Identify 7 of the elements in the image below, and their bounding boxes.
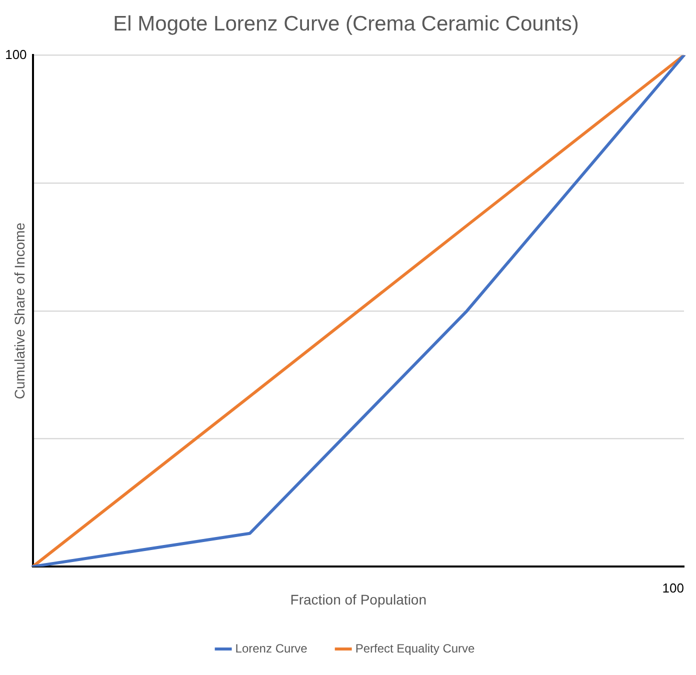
chart-title: El Mogote Lorenz Curve (Crema Ceramic Counts) [113, 12, 579, 36]
legend-label: Lorenz Curve [235, 641, 308, 656]
text: 100 [5, 46, 27, 62]
legend-label: Perfect Equality Curve [355, 641, 476, 656]
text: 100 [662, 580, 684, 596]
y-axis-title: Cumulative Share of Income [11, 222, 28, 400]
x-axis-title: Fraction of Population [290, 591, 426, 608]
